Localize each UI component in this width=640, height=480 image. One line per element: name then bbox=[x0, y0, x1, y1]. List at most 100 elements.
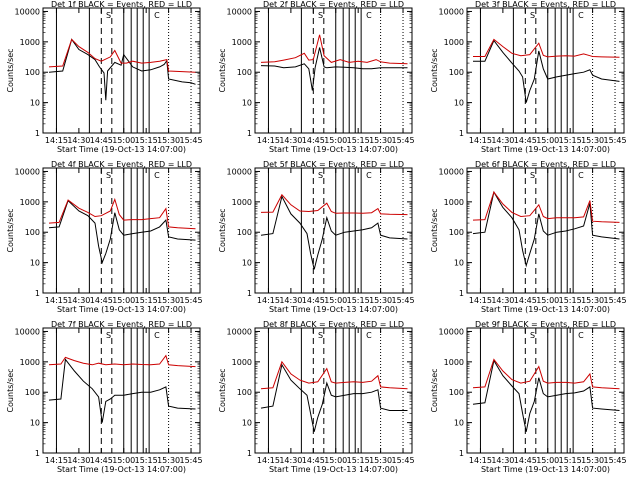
y-tick-label: 10 bbox=[242, 259, 252, 268]
y-tick-label: 1 bbox=[35, 449, 40, 458]
x-tick-label: 14:15 bbox=[45, 136, 68, 145]
x-tick-label: 14:45 bbox=[90, 296, 113, 305]
plot-frame bbox=[42, 7, 201, 134]
x-axis-label: Start Time (19-Oct-13 14:07:00) bbox=[481, 145, 610, 154]
x-tick-label: 15:30 bbox=[157, 456, 180, 465]
x-tick-label: 14:45 bbox=[302, 456, 325, 465]
y-tick-label: 10000 bbox=[439, 327, 464, 336]
y-tick-label: 1 bbox=[247, 129, 252, 138]
series-line-lld bbox=[473, 38, 620, 58]
marker-label: S bbox=[530, 171, 535, 180]
x-tick-label: 15:45 bbox=[391, 296, 414, 305]
y-tick-label: 1 bbox=[459, 289, 464, 298]
series-line-lld bbox=[472, 191, 620, 223]
x-tick-label: 15:30 bbox=[157, 296, 180, 305]
x-tick-label: 15:00 bbox=[536, 456, 559, 465]
y-tick-label: 10 bbox=[454, 259, 464, 268]
x-tick-label: 15:45 bbox=[179, 456, 202, 465]
marker-label: C bbox=[578, 171, 584, 180]
x-tick-label: 15:00 bbox=[324, 456, 347, 465]
series-line-lld bbox=[48, 38, 196, 73]
x-tick-label: 15:45 bbox=[391, 456, 414, 465]
x-tick-label: 14:45 bbox=[514, 296, 537, 305]
series-line-events bbox=[473, 39, 620, 103]
y-tick-label: 1 bbox=[35, 289, 40, 298]
x-tick-label: 14:15 bbox=[257, 456, 280, 465]
panel-det-3: Det 3f BLACK = Events, RED = LLD 1 10 100 10… bbox=[430, 0, 627, 154]
marker-label: C bbox=[154, 171, 160, 180]
marker-label: S bbox=[106, 11, 111, 20]
x-tick-label: 14:45 bbox=[90, 456, 113, 465]
x-axis-label: Start Time (19-Oct-13 14:07:00) bbox=[57, 145, 186, 154]
y-tick-label: 100 bbox=[237, 388, 252, 397]
x-axis-label: Start Time (19-Oct-13 14:07:00) bbox=[481, 465, 610, 474]
y-axis-label: Counts/sec bbox=[218, 48, 227, 92]
x-tick-label: 15:15 bbox=[135, 136, 158, 145]
y-tick-label: 1000 bbox=[20, 38, 40, 47]
x-tick-label: 14:15 bbox=[45, 456, 68, 465]
x-axis-label: Start Time (19-Oct-13 14:07:00) bbox=[57, 465, 186, 474]
x-tick-label: 14:15 bbox=[469, 136, 492, 145]
y-tick-label: 100 bbox=[449, 228, 464, 237]
x-axis-label: Start Time (19-Oct-13 14:07:00) bbox=[57, 305, 186, 314]
x-tick-label: 15:30 bbox=[157, 136, 180, 145]
panel-det-6: Det 6f BLACK = Events, RED = LLD 1 10 100 10… bbox=[430, 160, 627, 314]
x-tick-label: 14:30 bbox=[491, 296, 514, 305]
x-tick-label: 14:30 bbox=[279, 456, 302, 465]
y-tick-label: 10000 bbox=[439, 7, 464, 16]
x-tick-label: 15:30 bbox=[369, 296, 392, 305]
y-tick-label: 10000 bbox=[227, 7, 252, 16]
y-axis-label: Counts/sec bbox=[6, 368, 15, 412]
x-tick-label: 15:30 bbox=[581, 136, 604, 145]
y-tick-label: 1000 bbox=[20, 358, 40, 367]
x-tick-label: 14:15 bbox=[257, 296, 280, 305]
y-tick-label: 100 bbox=[25, 228, 40, 237]
x-tick-label: 14:15 bbox=[469, 456, 492, 465]
y-axis-label: Counts/sec bbox=[430, 208, 439, 252]
x-tick-label: 15:15 bbox=[347, 296, 370, 305]
y-axis-label: Counts/sec bbox=[218, 208, 227, 252]
x-tick-label: 15:45 bbox=[603, 296, 626, 305]
x-tick-label: 14:30 bbox=[279, 136, 302, 145]
marker-label: C bbox=[366, 171, 372, 180]
y-tick-label: 1000 bbox=[232, 38, 252, 47]
y-tick-label: 1 bbox=[459, 129, 464, 138]
x-tick-label: 15:30 bbox=[369, 456, 392, 465]
series-line-events bbox=[260, 363, 408, 432]
panel-title: Det 1f BLACK = Events, RED = LLD bbox=[51, 0, 192, 9]
marker-label: S bbox=[530, 11, 535, 20]
y-axis-label: Counts/sec bbox=[218, 368, 227, 412]
x-tick-label: 15:00 bbox=[536, 136, 559, 145]
x-tick-label: 15:15 bbox=[559, 456, 582, 465]
x-tick-label: 14:30 bbox=[67, 456, 90, 465]
panel-det-2: Det 2f BLACK = Events, RED = LLD 1 10 100 10… bbox=[218, 0, 415, 154]
y-tick-label: 1000 bbox=[20, 198, 40, 207]
y-axis-label: Counts/sec bbox=[430, 48, 439, 92]
panel-det-4: Det 4f BLACK = Events, RED = LLD 1 10 100 10… bbox=[6, 160, 203, 314]
x-tick-label: 14:45 bbox=[302, 136, 325, 145]
marker-label: S bbox=[318, 171, 323, 180]
plot-frame bbox=[466, 7, 625, 134]
x-tick-label: 14:30 bbox=[279, 296, 302, 305]
plot-frame bbox=[254, 167, 413, 294]
x-tick-label: 14:45 bbox=[90, 136, 113, 145]
x-tick-label: 14:15 bbox=[469, 296, 492, 305]
x-tick-label: 14:30 bbox=[67, 296, 90, 305]
x-tick-label: 15:45 bbox=[603, 136, 626, 145]
panel-title: Det 7f BLACK = Events, RED = LLD bbox=[51, 320, 192, 329]
y-axis-label: Counts/sec bbox=[6, 208, 15, 252]
x-tick-label: 15:00 bbox=[112, 136, 135, 145]
y-tick-label: 10 bbox=[30, 99, 40, 108]
marker-label: C bbox=[154, 11, 160, 20]
marker-label: C bbox=[366, 11, 372, 20]
x-tick-label: 14:15 bbox=[257, 136, 280, 145]
x-tick-label: 15:15 bbox=[347, 456, 370, 465]
series-line-events bbox=[260, 195, 408, 270]
x-tick-label: 14:30 bbox=[491, 136, 514, 145]
x-tick-label: 15:00 bbox=[324, 296, 347, 305]
x-tick-label: 15:00 bbox=[112, 296, 135, 305]
x-tick-label: 15:45 bbox=[179, 136, 202, 145]
plot-frame bbox=[42, 167, 201, 294]
y-tick-label: 1000 bbox=[444, 198, 464, 207]
x-tick-label: 14:45 bbox=[514, 136, 537, 145]
